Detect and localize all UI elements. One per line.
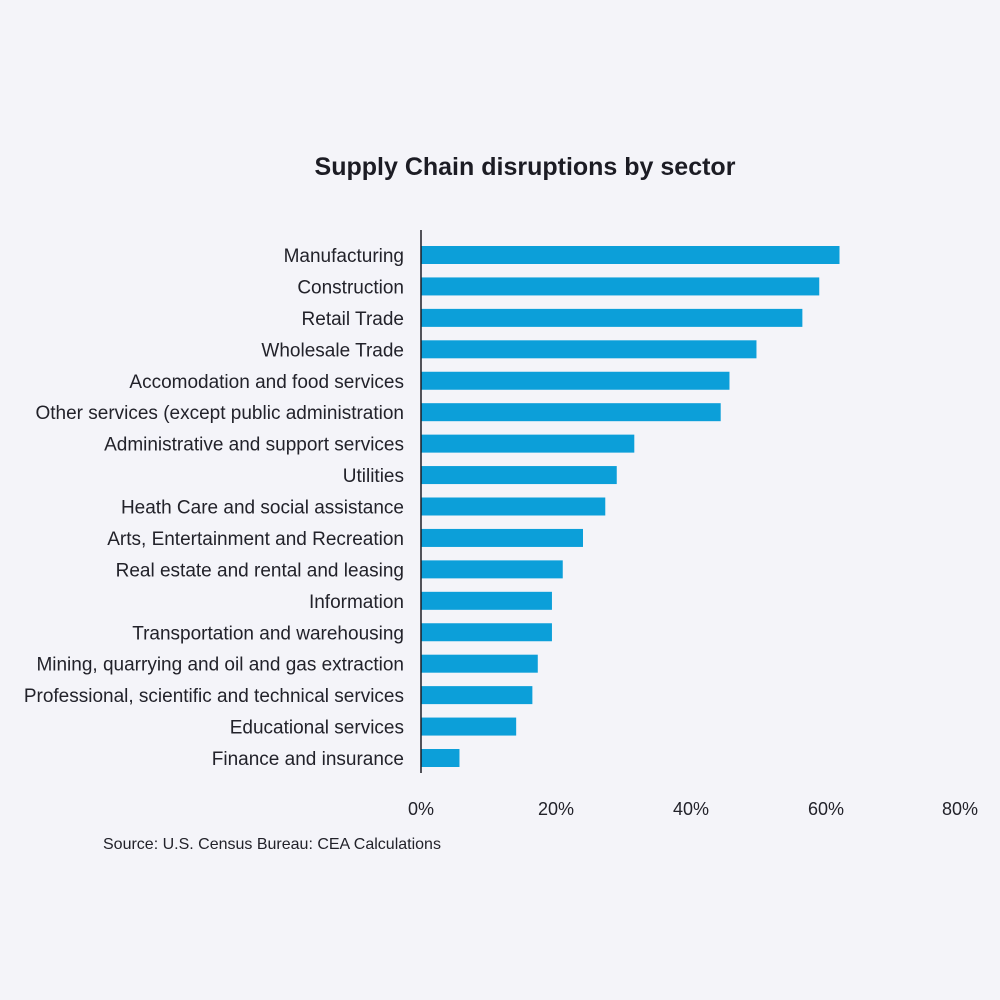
category-label: Transportation and warehousing bbox=[132, 623, 404, 644]
chart-title: Supply Chain disruptions by sector bbox=[315, 153, 736, 181]
category-label: Arts, Entertainment and Recreation bbox=[107, 529, 404, 550]
bar-13 bbox=[421, 654, 538, 673]
bar-5 bbox=[421, 403, 721, 422]
category-label: Heath Care and social assistance bbox=[121, 498, 404, 519]
bars-group bbox=[421, 246, 840, 767]
category-label: Accomodation and food services bbox=[129, 372, 404, 393]
bar-14 bbox=[421, 686, 533, 705]
x-axis-tick-labels: 0% 20% 40% 60% 80% bbox=[408, 799, 978, 819]
bar-15 bbox=[421, 717, 517, 736]
category-label: Professional, scientific and technical s… bbox=[24, 686, 404, 707]
category-label: Finance and insurance bbox=[212, 749, 404, 770]
category-label: Educational services bbox=[230, 718, 404, 739]
category-label: Administrative and support services bbox=[104, 435, 404, 456]
category-label: Mining, quarrying and oil and gas extrac… bbox=[36, 655, 404, 676]
category-label: Real estate and rental and leasing bbox=[116, 560, 404, 581]
category-label: Manufacturing bbox=[284, 246, 404, 267]
bar-4 bbox=[421, 371, 730, 390]
bar-11 bbox=[421, 591, 552, 610]
x-tick-label: 20% bbox=[538, 799, 574, 819]
bar-9 bbox=[421, 528, 583, 547]
bar-0 bbox=[421, 246, 840, 264]
category-label: Retail Trade bbox=[302, 309, 404, 330]
category-label: Construction bbox=[297, 277, 404, 298]
category-labels: Manufacturing Construction Retail Trade Who… bbox=[24, 246, 404, 770]
bar-8 bbox=[421, 497, 606, 516]
source-note: Source: U.S. Census Bureau: CEA Calculat… bbox=[103, 836, 441, 853]
x-tick-label: 80% bbox=[942, 799, 978, 819]
category-label: Utilities bbox=[343, 466, 404, 487]
category-label: Other services (except public administra… bbox=[35, 403, 404, 424]
bar-16 bbox=[421, 749, 460, 767]
x-tick-label: 40% bbox=[673, 799, 709, 819]
bar-10 bbox=[421, 560, 563, 579]
category-label: Information bbox=[309, 592, 404, 613]
x-tick-label: 0% bbox=[408, 799, 434, 819]
bar-7 bbox=[421, 466, 617, 485]
bar-1 bbox=[421, 277, 820, 296]
bar-12 bbox=[421, 623, 552, 642]
bar-2 bbox=[421, 308, 803, 327]
bar-3 bbox=[421, 340, 757, 359]
x-tick-label: 60% bbox=[808, 799, 844, 819]
bar-6 bbox=[421, 434, 635, 453]
category-label: Wholesale Trade bbox=[261, 340, 404, 361]
